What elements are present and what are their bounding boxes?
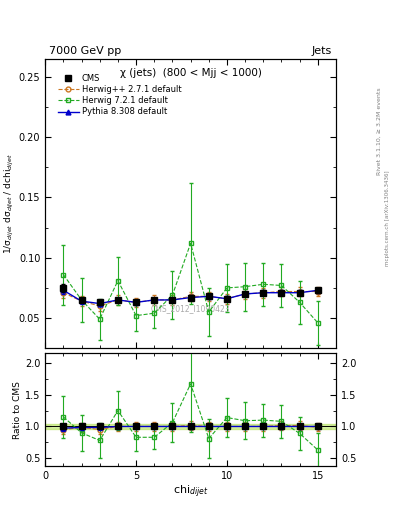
Text: Jets: Jets [312, 46, 332, 56]
Text: χ (jets)  (800 < Mjj < 1000): χ (jets) (800 < Mjj < 1000) [119, 68, 262, 77]
X-axis label: chi$_{dijet}$: chi$_{dijet}$ [173, 483, 208, 500]
Text: mcplots.cern.ch [arXiv:1306.3436]: mcplots.cern.ch [arXiv:1306.3436] [385, 170, 389, 266]
Legend: CMS, Herwig++ 2.7.1 default, Herwig 7.2.1 default, Pythia 8.308 default: CMS, Herwig++ 2.7.1 default, Herwig 7.2.… [55, 72, 184, 119]
Y-axis label: 1/σ$_{dijet}$ dσ$_{dijet}$ / dchi$_{dijet}$: 1/σ$_{dijet}$ dσ$_{dijet}$ / dchi$_{dije… [3, 153, 16, 254]
Text: CMS_2012_I1090423: CMS_2012_I1090423 [151, 305, 230, 313]
Y-axis label: Ratio to CMS: Ratio to CMS [13, 380, 22, 439]
Text: 7000 GeV pp: 7000 GeV pp [49, 46, 121, 56]
Bar [45, 424, 336, 429]
Text: Rivet 3.1.10, ≥ 3.2M events: Rivet 3.1.10, ≥ 3.2M events [377, 88, 382, 175]
